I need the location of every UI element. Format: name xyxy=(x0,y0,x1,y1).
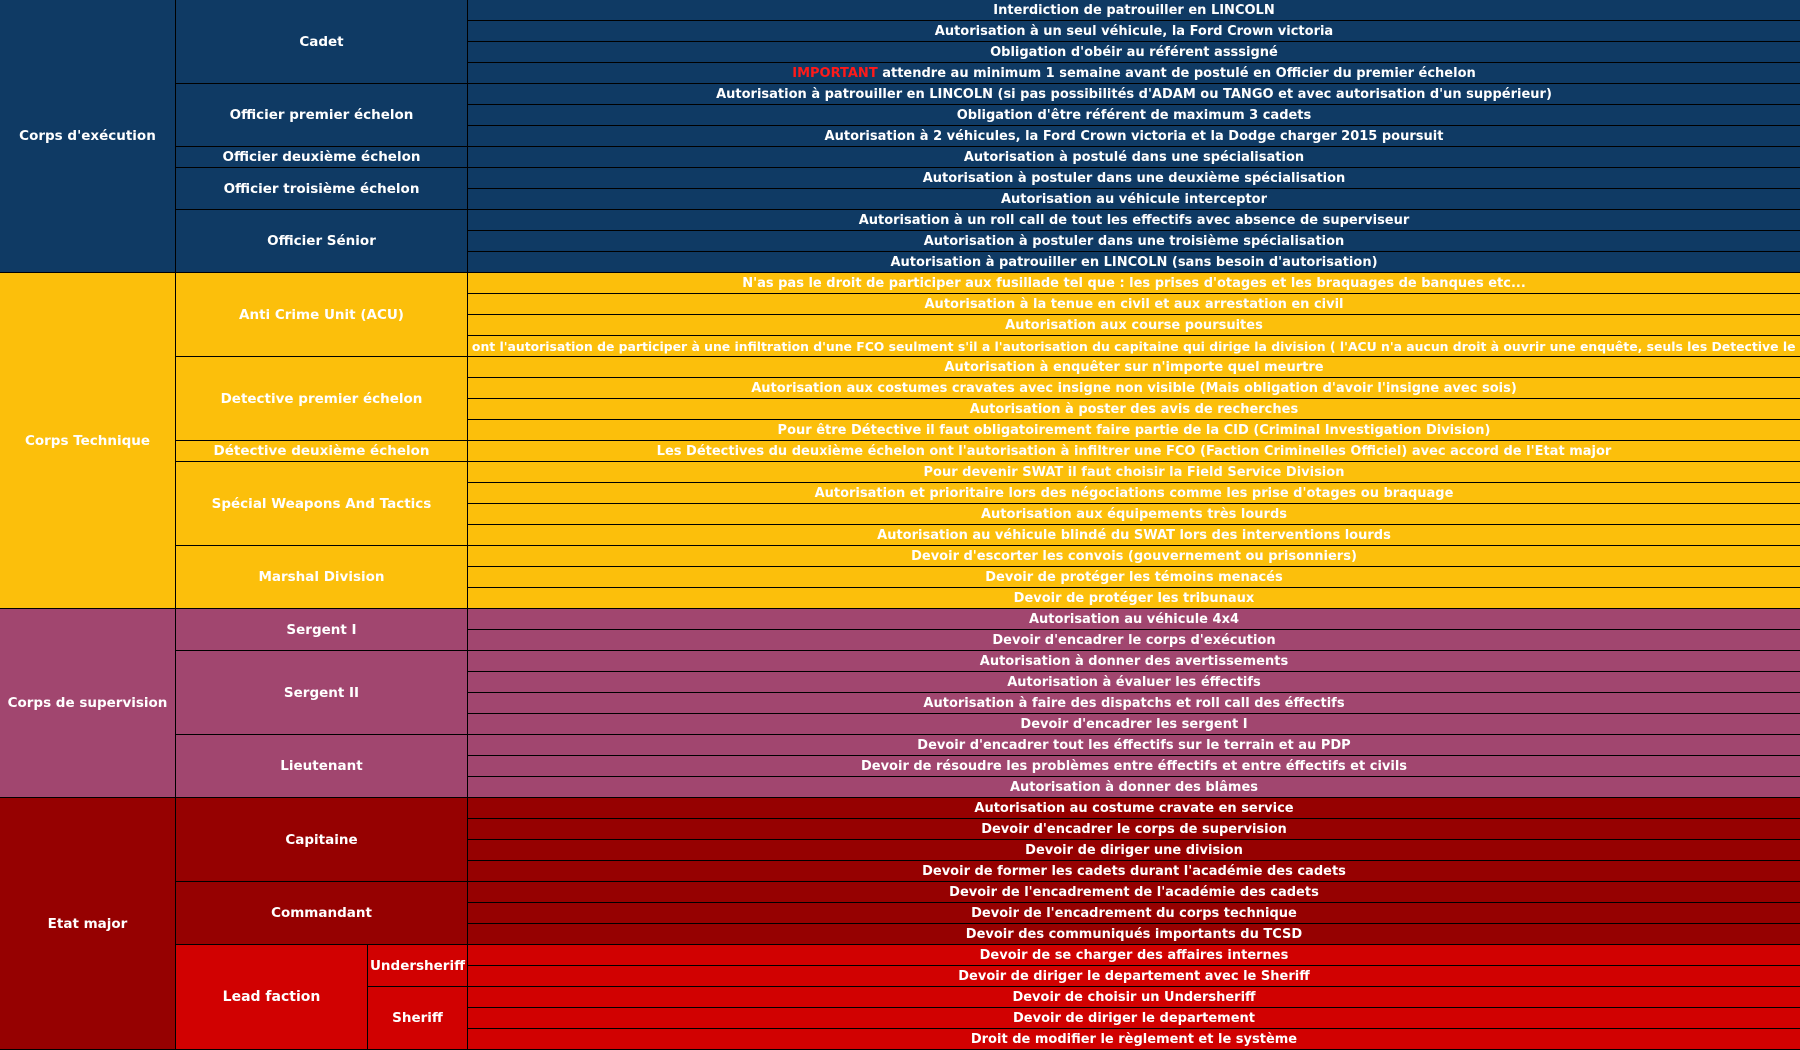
grade-label: Capitaine xyxy=(176,798,468,882)
rule-text: Autorisation à donner des avertissements xyxy=(468,651,1800,672)
rule-text: Devoir de diriger une division xyxy=(468,840,1800,861)
rule-text: Autorisation à postuler dans une troisiè… xyxy=(468,231,1800,252)
grade-label: Sergent II xyxy=(176,651,468,735)
grade-label: Officier premier échelon xyxy=(176,84,468,147)
rule-text: Devoir de former les cadets durant l'aca… xyxy=(468,861,1800,882)
rule-text: Autorisation à donner des blâmes xyxy=(468,777,1800,798)
lead-faction-label: Lead faction xyxy=(176,945,368,1050)
rule-text: Devoir d'encadrer tout les éffectifs sur… xyxy=(468,735,1800,756)
rule-text-rest: attendre au minimum 1 semaine avant de p… xyxy=(877,65,1476,81)
rule-text: Devoir de résoudre les problèmes entre é… xyxy=(468,756,1800,777)
rule-text: Autorisation à un seul véhicule, la Ford… xyxy=(468,21,1800,42)
rule-text: N'as pas le droit de participer aux fusi… xyxy=(468,273,1800,294)
rule-text: Devoir de choisir un Undersheriff xyxy=(468,987,1800,1008)
rule-text: Pour être Détective il faut obligatoirem… xyxy=(468,420,1800,441)
rule-text: Devoir de diriger le departement avec le… xyxy=(468,966,1800,987)
rule-text: Autorisation à faire des dispatchs et ro… xyxy=(468,693,1800,714)
rule-text: Autorisation aux course poursuites xyxy=(468,315,1800,336)
grade-label: Spécial Weapons And Tactics xyxy=(176,462,468,546)
rule-text: Autorisation au véhicule 4x4 xyxy=(468,609,1800,630)
rule-text: Pour devenir SWAT il faut choisir la Fie… xyxy=(468,462,1800,483)
rule-text: Autorisation et prioritaire lors des nég… xyxy=(468,483,1800,504)
rule-text: Devoir de protéger les tribunaux xyxy=(468,588,1800,609)
rule-text: Autorisation au véhicule blindé du SWAT … xyxy=(468,525,1800,546)
rule-text: Autorisation au véhicule interceptor xyxy=(468,189,1800,210)
grade-label: Detective premier échelon xyxy=(176,357,468,441)
rule-text: Interdiction de patrouiller en LINCOLN xyxy=(468,0,1800,21)
rule-text: Autorisation à patrouiller en LINCOLN (s… xyxy=(468,252,1800,273)
important-highlight: IMPORTANT xyxy=(792,65,878,81)
rule-text: Devoir d'encadrer le corps de supervisio… xyxy=(468,819,1800,840)
rule-text: IMPORTANT attendre au minimum 1 semaine … xyxy=(468,63,1800,84)
rule-text: Autorisation à 2 véhicules, la Ford Crow… xyxy=(468,126,1800,147)
rule-text: Autorisation à enquêter sur n'importe qu… xyxy=(468,357,1800,378)
grade-label: Sergent I xyxy=(176,609,468,651)
rule-text: Autorisation aux équipements très lourds xyxy=(468,504,1800,525)
grade-label: Anti Crime Unit (ACU) xyxy=(176,273,468,357)
rule-text: Autorisation à poster des avis de recher… xyxy=(468,399,1800,420)
grade-label: Officier deuxième échelon xyxy=(176,147,468,168)
grade-label: Cadet xyxy=(176,0,468,84)
rule-text: Autorisation au costume cravate en servi… xyxy=(468,798,1800,819)
corps-label: Corps Technique xyxy=(0,273,176,609)
rule-text: Les ACU ont l'autorisation de participer… xyxy=(468,336,1800,357)
rule-text: Devoir d'encadrer les sergent I xyxy=(468,714,1800,735)
rule-text: Autorisation à patrouiller en LINCOLN (s… xyxy=(468,84,1800,105)
grade-label: Commandant xyxy=(176,882,468,945)
rule-text: Autorisation à évaluer les éffectifs xyxy=(468,672,1800,693)
rule-text: Autorisation à la tenue en civil et aux … xyxy=(468,294,1800,315)
rule-text: Devoir de l'encadrement de l'académie de… xyxy=(468,882,1800,903)
grade-label: Officier troisième échelon xyxy=(176,168,468,210)
rule-text: Devoir de l'encadrement du corps techniq… xyxy=(468,903,1800,924)
rule-text: Autorisation à postulé dans une spéciali… xyxy=(468,147,1800,168)
rule-text: Autorisation à un roll call de tout les … xyxy=(468,210,1800,231)
rule-text: Devoir des communiqués importants du TCS… xyxy=(468,924,1800,945)
rule-text: Devoir de protéger les témoins menacés xyxy=(468,567,1800,588)
grade-label: Détective deuxième échelon xyxy=(176,441,468,462)
rule-text: Les Détectives du deuxième échelon ont l… xyxy=(468,441,1800,462)
rule-text: Devoir d'encadrer le corps d'exécution xyxy=(468,630,1800,651)
grade-label: Officier Sénior xyxy=(176,210,468,273)
rule-text: Autorisation à postuler dans une deuxièm… xyxy=(468,168,1800,189)
rule-text: Obligation d'obéir au référent asssigné xyxy=(468,42,1800,63)
subgrade-label: Sheriff xyxy=(368,987,468,1050)
rule-text: Devoir de diriger le departement xyxy=(468,1008,1800,1029)
corps-label: Corps d'exécution xyxy=(0,0,176,273)
rule-text: Autorisation aux costumes cravates avec … xyxy=(468,378,1800,399)
grade-label: Marshal Division xyxy=(176,546,468,609)
rule-text: Devoir de se charger des affaires intern… xyxy=(468,945,1800,966)
corps-label: Corps de supervision xyxy=(0,609,176,798)
rule-text: Obligation d'être référent de maximum 3 … xyxy=(468,105,1800,126)
grade-label: Lieutenant xyxy=(176,735,468,798)
corps-label: Etat major xyxy=(0,798,176,1050)
subgrade-label: Undersheriff xyxy=(368,945,468,987)
rule-text: Devoir d'escorter les convois (gouvernem… xyxy=(468,546,1800,567)
